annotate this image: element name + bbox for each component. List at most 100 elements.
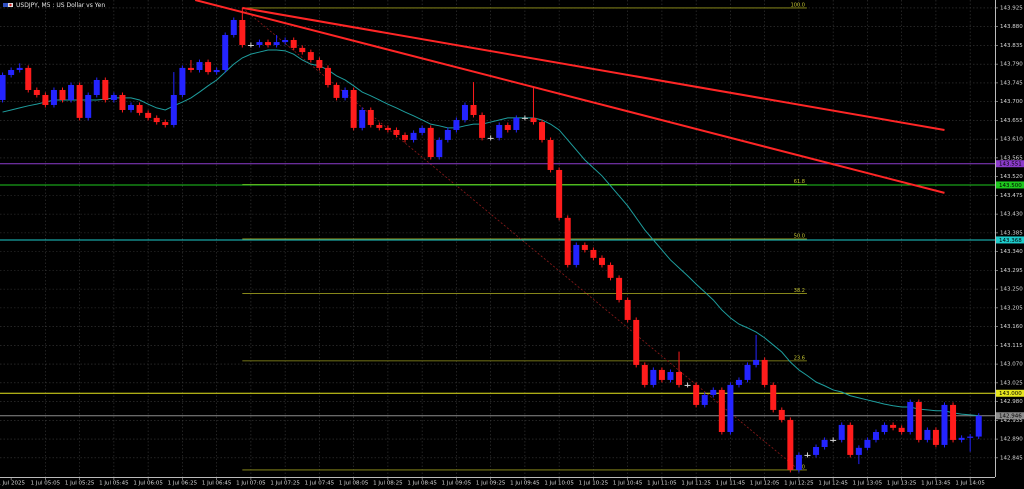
symbol-flag-icon	[3, 3, 8, 7]
y-tick-label: 143.250	[1000, 287, 1023, 293]
axes: 143.925 143.880 143.835 143.790 143.745 143.7…	[0, 5, 1024, 487]
candle-body	[273, 42, 280, 45]
candle-body	[170, 94, 177, 125]
x-tick-label: 1 Jul 06:05	[133, 481, 163, 487]
candle-body	[513, 117, 520, 130]
candle-body	[290, 39, 297, 48]
price-level-tag	[996, 160, 1024, 168]
candle-body	[573, 244, 580, 265]
fib-level-label: 50.0	[794, 233, 805, 239]
fib-level-label: 38.2	[794, 288, 805, 294]
candle-body	[230, 19, 237, 35]
candle-body	[205, 62, 212, 73]
candle-body	[50, 89, 57, 105]
candle-body	[890, 424, 897, 428]
candle-body	[256, 42, 263, 45]
candle-body	[872, 432, 879, 440]
candle-body	[342, 89, 349, 98]
candle-body	[975, 415, 982, 437]
candle-body	[710, 389, 717, 395]
candle-body	[804, 454, 811, 456]
x-tick-label: 1 Jul 12:25	[784, 481, 814, 487]
candle-body	[85, 94, 92, 118]
candle-body	[718, 389, 725, 433]
price-level-tag	[996, 236, 1024, 244]
candle-body	[821, 439, 828, 448]
y-tick-label: 143.835	[1000, 43, 1023, 49]
candle-body	[102, 79, 109, 100]
price-level-label: 143.500	[999, 183, 1022, 189]
candle-body	[898, 427, 905, 433]
candle-body	[68, 84, 75, 100]
candle-body	[427, 127, 434, 158]
candle-body	[761, 359, 768, 385]
candle-body	[376, 124, 383, 128]
candle-body	[958, 437, 965, 440]
candle-body	[265, 42, 272, 45]
candle-body	[93, 79, 100, 95]
candle-body	[307, 52, 314, 60]
x-tick-label: 1 Jul 07:05	[236, 481, 266, 487]
candle-body	[830, 439, 837, 441]
candle-body	[556, 169, 563, 218]
candle-body	[847, 424, 854, 455]
x-tick-label: 1 Jul 09:45	[510, 481, 540, 487]
y-tick-label: 143.655	[1000, 118, 1023, 124]
candle-body	[658, 369, 665, 380]
candle-body	[162, 122, 169, 125]
y-tick-label: 142.890	[1000, 437, 1023, 443]
candle-body	[179, 67, 186, 95]
candle-body	[350, 89, 357, 128]
y-tick-label: 143.025	[1000, 380, 1023, 386]
candle-body	[470, 104, 477, 115]
candle-body	[667, 372, 674, 380]
x-tick-label: 1 Jul 10:45	[613, 481, 643, 487]
candle-body	[684, 384, 691, 386]
x-tick-label: 1 Jul 12:45	[818, 481, 848, 487]
candle-body	[504, 124, 511, 130]
candle-body	[770, 384, 777, 410]
candle-body	[25, 67, 32, 90]
candle-body	[735, 379, 742, 385]
y-tick-label: 143.070	[1000, 362, 1023, 368]
trendline	[242, 6, 945, 131]
x-tick-label: 1 Jul 13:45	[921, 481, 951, 487]
price-level-tag	[996, 389, 1024, 397]
y-tick-label: 143.205	[1000, 305, 1023, 311]
candle-body	[624, 299, 631, 320]
candle-body	[247, 44, 254, 46]
candle-body	[367, 109, 374, 125]
candle-body	[813, 447, 820, 455]
candle-body	[701, 394, 708, 405]
trendline	[194, 0, 945, 194]
x-tick-label: 1 Jul 06:25	[168, 481, 198, 487]
candle-body	[119, 94, 126, 110]
grid	[0, 0, 995, 477]
y-tick-label: 143.340	[1000, 249, 1023, 255]
candle-body	[136, 104, 143, 113]
candle-body	[864, 439, 871, 448]
fib-anchor-line	[242, 7, 800, 471]
candle-body	[324, 67, 331, 85]
candle-body	[932, 429, 939, 445]
candle-body	[239, 19, 246, 45]
y-tick-label: 143.565	[1000, 155, 1023, 161]
x-tick-label: 1 Jul 06:45	[202, 481, 232, 487]
y-tick-label: 143.745	[1000, 80, 1023, 86]
x-tick-label: 1 Jul 08:05	[339, 481, 369, 487]
candle-body	[693, 384, 700, 405]
candle-body	[222, 34, 229, 70]
candle-body	[744, 364, 751, 380]
candle-body	[0, 74, 6, 100]
x-tick-label: 1 Jul 10:25	[579, 481, 609, 487]
candle-body	[16, 67, 23, 70]
candle-body	[436, 139, 443, 158]
candle-body	[530, 117, 537, 123]
candle-body	[461, 104, 468, 120]
candle-body	[590, 249, 597, 258]
y-tick-label: 143.295	[1000, 268, 1023, 274]
candle-body	[128, 104, 135, 110]
candle-body	[924, 429, 931, 440]
candle-body	[393, 129, 400, 135]
